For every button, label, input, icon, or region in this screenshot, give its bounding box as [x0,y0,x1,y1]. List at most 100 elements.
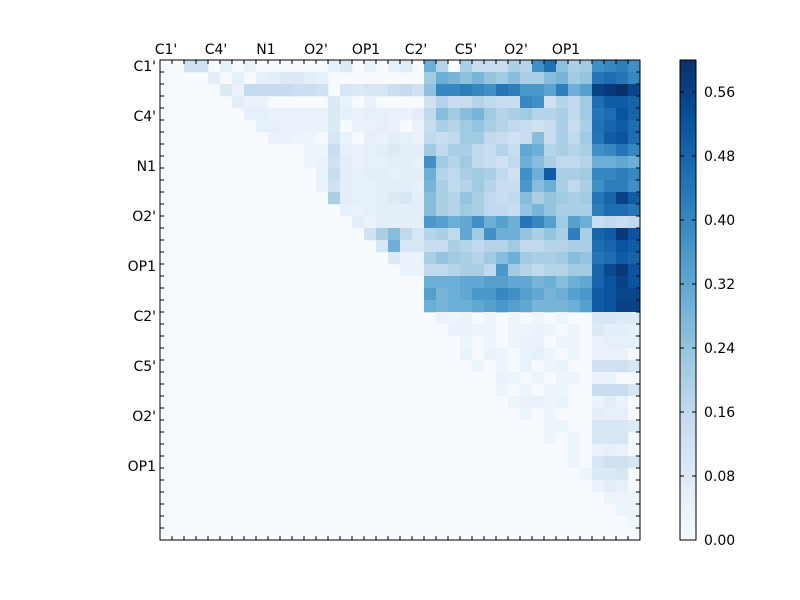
heatmap-cell [220,60,233,73]
heatmap-cell [508,168,521,181]
heatmap-cell [472,108,485,121]
heatmap-cell [628,384,641,397]
heatmap-cell [268,132,281,145]
heatmap-cell [556,360,569,373]
heatmap-cell [388,60,401,73]
heatmap-cell [592,84,605,97]
colorbar-tick-label: 0.00 [704,533,735,549]
heatmap-cell [520,192,533,205]
heatmap-cell [448,204,461,217]
heatmap-cell [592,264,605,277]
heatmap-cell [412,240,425,253]
heatmap-cell [424,72,437,85]
heatmap-cell [448,144,461,157]
heatmap-cell [484,144,497,157]
heatmap-cell [520,84,533,97]
heatmap-cell [580,240,593,253]
heatmap-cell [496,60,509,73]
heatmap-cell [388,168,401,181]
heatmap-cell [616,192,629,205]
heatmap-cell [496,84,509,97]
heatmap-cell [484,348,497,361]
heatmap-cell [424,168,437,181]
heatmap-cell [592,300,605,313]
heatmap-cell [424,180,437,193]
heatmap-cell [520,288,533,301]
heatmap-cell [568,216,581,229]
colorbar-tick-label: 0.24 [704,341,735,357]
heatmap-cell [616,324,629,337]
heatmap-cell [388,180,401,193]
heatmap-cell [388,132,401,145]
heatmap-cell [580,252,593,265]
heatmap-cell [532,276,545,289]
heatmap-cell [268,108,281,121]
heatmap-cell [280,84,293,97]
heatmap-cell [484,336,497,349]
heatmap-cell [604,372,617,385]
x-tick-label: C1' [155,42,178,58]
heatmap-cell [484,264,497,277]
heatmap-cell [292,132,305,145]
heatmap-cell [304,84,317,97]
heatmap-cell [268,72,281,85]
y-tick-label: O2' [132,409,156,425]
heatmap-cell [484,300,497,313]
heatmap-cell [544,156,557,169]
heatmap-cell [364,120,377,133]
heatmap-cell [580,192,593,205]
heatmap-cell [472,216,485,229]
heatmap-cell [580,288,593,301]
heatmap-cell [484,84,497,97]
colorbar-tick-label: 0.32 [704,277,735,293]
heatmap-cell [268,120,281,133]
heatmap-cell [448,276,461,289]
heatmap-cell [544,132,557,145]
heatmap-cell [304,156,317,169]
heatmap-cell [460,156,473,169]
heatmap-cell [604,276,617,289]
heatmap-cell [520,252,533,265]
heatmap-cell [520,396,533,409]
heatmap-cell [508,144,521,157]
heatmap-cell [400,108,413,121]
heatmap-cell [544,144,557,157]
heatmap-cell [496,204,509,217]
heatmap-cell [592,456,605,469]
heatmap-cell [592,420,605,433]
heatmap-cell [304,132,317,145]
heatmap-cell [280,120,293,133]
heatmap-cell [472,360,485,373]
heatmap-cell [484,180,497,193]
heatmap-cell [568,252,581,265]
heatmap-cell [448,240,461,253]
heatmap-cell [544,420,557,433]
heatmap-cell [592,192,605,205]
heatmap-cell [520,360,533,373]
heatmap-cell [556,120,569,133]
heatmap-cell [580,180,593,193]
heatmap-cell [556,144,569,157]
y-tick-label: C1' [133,59,156,75]
heatmap-cell [328,168,341,181]
heatmap-cell [448,216,461,229]
heatmap-cell [244,60,257,73]
heatmap-cell [520,108,533,121]
heatmap-cell [472,228,485,241]
heatmap-cell [220,84,233,97]
heatmap-cell [484,288,497,301]
heatmap-cell [448,168,461,181]
heatmap-cell [424,96,437,109]
heatmap-cell [604,480,617,493]
heatmap-cell [544,204,557,217]
heatmap-cell [580,216,593,229]
heatmap-cell [400,192,413,205]
heatmap-cell [580,300,593,313]
heatmap-cell [592,468,605,481]
heatmap-cell [472,168,485,181]
heatmap-cell [424,108,437,121]
heatmap-cell [520,72,533,85]
heatmap-cell [376,120,389,133]
heatmap-cell [508,240,521,253]
heatmap-cell [604,300,617,313]
